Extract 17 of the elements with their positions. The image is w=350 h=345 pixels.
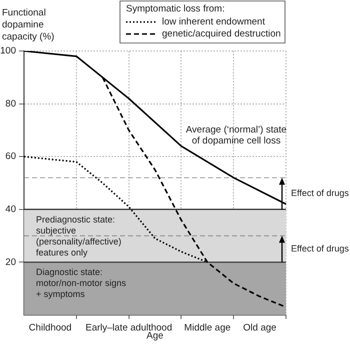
y-tick-label: 60 [5, 151, 16, 162]
annotation: Average (‘normal’) state of dopamine cell loss [186, 124, 287, 147]
ref-line-label: Effect of drugs [291, 243, 350, 254]
y-tick-label: 100 [0, 46, 16, 57]
legend-label: genetic/acquired destruction [162, 28, 281, 40]
legend-title: Symptomatic loss from: [126, 4, 225, 15]
y-axis-title: Functional dopamine capacity (%) [2, 7, 54, 42]
x-tick-label: Childhood [28, 322, 72, 334]
legend-label: low inherent endowment [162, 16, 266, 28]
x-tick-label: Old age [243, 322, 276, 334]
band-label: Prediagnostic state: subjective (personality/affective) features only [36, 214, 122, 258]
band-label: Diagnostic state: motor/non-motor signs + symptoms [36, 267, 127, 300]
ref-line-label: Effect of drugs [291, 188, 350, 198]
y-tick-label: 40 [5, 204, 16, 216]
x-tick-label: Middle age [184, 322, 231, 334]
y-tick-label: 20 [5, 256, 16, 268]
y-tick-label: 80 [5, 98, 16, 110]
